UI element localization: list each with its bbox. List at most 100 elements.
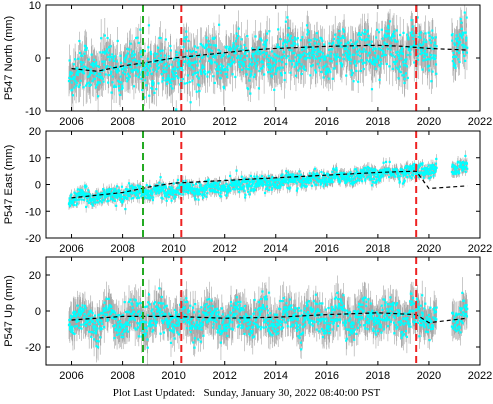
data-point <box>233 49 237 52</box>
data-point <box>397 54 401 58</box>
data-point <box>81 189 84 192</box>
data-point <box>236 187 240 191</box>
data-point <box>338 177 341 181</box>
data-point <box>219 191 222 195</box>
data-point <box>257 49 260 52</box>
data-point <box>212 185 215 188</box>
data-point <box>137 69 140 72</box>
data-point <box>348 51 351 54</box>
data-point <box>162 69 165 73</box>
data-point <box>173 77 176 81</box>
data-point <box>326 67 329 70</box>
observations <box>67 11 469 111</box>
data-point <box>347 41 350 44</box>
data-point <box>102 199 105 202</box>
data-point <box>117 84 121 88</box>
data-point <box>198 60 202 63</box>
data-point <box>231 61 234 64</box>
data-point <box>369 178 372 181</box>
data-point <box>71 201 75 204</box>
data-point <box>342 28 345 31</box>
data-point <box>304 68 307 71</box>
data-point <box>107 74 110 77</box>
data-point <box>366 176 369 179</box>
data-point <box>399 71 403 74</box>
data-point <box>360 50 363 53</box>
data-point <box>272 65 275 68</box>
data-point <box>253 73 257 76</box>
data-point <box>129 42 132 45</box>
data-point <box>376 57 380 60</box>
data-point <box>194 192 197 195</box>
data-point <box>209 43 212 46</box>
data-point <box>128 185 132 188</box>
data-point <box>274 185 277 189</box>
data-point <box>283 181 286 184</box>
data-point <box>124 60 127 63</box>
data-point <box>367 60 370 63</box>
data-point <box>170 63 173 66</box>
data-point <box>79 79 82 82</box>
data-point <box>291 39 295 42</box>
data-point <box>247 183 250 186</box>
data-point <box>358 37 362 41</box>
data-point <box>297 174 301 178</box>
data-point <box>84 45 87 48</box>
data-point <box>271 68 274 71</box>
data-point <box>451 39 454 42</box>
data-point <box>238 63 241 66</box>
data-point <box>404 64 407 67</box>
data-point <box>429 172 432 175</box>
data-point <box>389 53 393 56</box>
data-point <box>297 176 300 180</box>
data-point <box>221 186 224 189</box>
data-point <box>321 180 325 183</box>
data-point <box>161 76 165 80</box>
data-point <box>137 75 140 79</box>
data-point <box>370 167 373 170</box>
data-point <box>76 73 79 77</box>
data-point <box>276 43 279 46</box>
data-point <box>255 185 258 188</box>
data-point <box>154 192 158 195</box>
data-point <box>145 84 148 87</box>
data-point <box>300 72 303 76</box>
data-point <box>204 73 207 76</box>
data-point <box>123 73 127 76</box>
data-point <box>401 47 404 50</box>
data-point <box>92 77 95 81</box>
data-point <box>299 67 302 70</box>
data-point <box>380 54 384 58</box>
data-point <box>394 40 397 43</box>
data-point <box>188 80 191 84</box>
data-point <box>354 42 357 45</box>
data-point <box>75 81 78 84</box>
data-point <box>187 56 190 60</box>
data-point <box>392 173 395 176</box>
data-point <box>74 197 77 200</box>
data-point <box>455 55 458 59</box>
data-point <box>172 193 175 196</box>
data-point <box>116 67 120 71</box>
data-point <box>107 81 110 84</box>
data-point <box>159 36 162 40</box>
data-point <box>222 85 225 88</box>
data-point <box>398 177 401 181</box>
data-point <box>323 64 326 68</box>
data-point <box>254 35 257 38</box>
data-point <box>78 198 81 201</box>
data-point <box>421 68 424 71</box>
data-point <box>240 38 243 41</box>
data-point <box>167 55 170 58</box>
data-point <box>160 73 163 76</box>
data-point <box>236 56 239 59</box>
data-point <box>306 28 309 32</box>
data-point <box>372 56 375 59</box>
data-point <box>257 87 261 90</box>
data-point <box>363 28 366 32</box>
data-point <box>127 62 130 66</box>
data-point <box>134 194 138 197</box>
data-point <box>186 62 189 65</box>
data-point <box>433 41 436 44</box>
data-point <box>167 74 170 77</box>
